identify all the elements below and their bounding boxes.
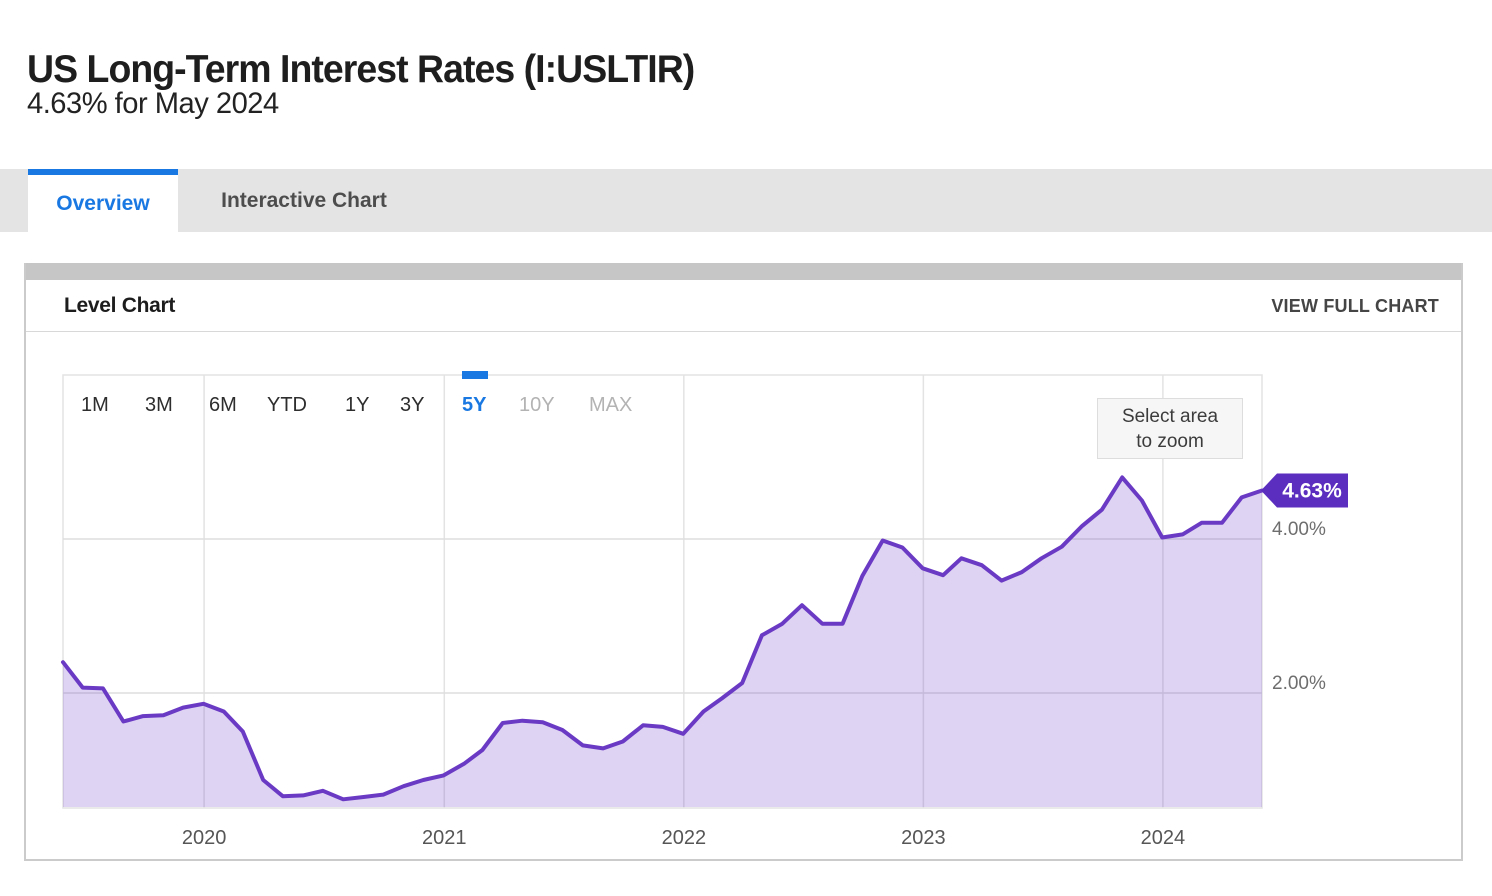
- tab-overview[interactable]: Overview: [28, 169, 178, 232]
- range-option-ytd[interactable]: YTD: [267, 394, 307, 416]
- range-option-max[interactable]: MAX: [589, 394, 633, 416]
- y-tick-label: 2.00%: [1272, 673, 1326, 694]
- zoom-hint-line2: to zoom: [1136, 431, 1204, 452]
- range-option-5y[interactable]: 5Y: [462, 394, 487, 416]
- tab-bar: Overview Interactive Chart: [0, 169, 1492, 232]
- y-tick-label: 4.00%: [1272, 519, 1326, 540]
- range-option-10y[interactable]: 10Y: [519, 394, 555, 416]
- range-selected-indicator: [462, 371, 488, 379]
- range-option-1m[interactable]: 1M: [81, 394, 109, 416]
- range-option-3y[interactable]: 3Y: [400, 394, 425, 416]
- range-option-3m[interactable]: 3M: [145, 394, 173, 416]
- zoom-hint: Select area to zoom: [1097, 398, 1243, 459]
- range-selector: 1M 3M 6M YTD 1Y 3Y 5Y 10Y MAX: [0, 394, 1492, 424]
- x-tick-label: 2022: [662, 827, 707, 849]
- tab-overview-label: Overview: [56, 191, 150, 215]
- x-tick-label: 2024: [1141, 827, 1186, 849]
- level-chart[interactable]: 2020 2021 2022 2023 2024 4.00% 2.00% 4.63%: [24, 334, 1463, 861]
- plot-border: [62, 374, 1263, 809]
- x-tick-label: 2023: [901, 827, 946, 849]
- series-line: [61, 475, 1264, 802]
- panel-header: Level Chart VIEW FULL CHART: [26, 280, 1461, 332]
- view-full-chart-link[interactable]: VIEW FULL CHART: [1271, 295, 1439, 316]
- x-tick-label: 2021: [422, 827, 467, 849]
- tab-interactive-chart-label: Interactive Chart: [221, 188, 387, 212]
- page-title: US Long-Term Interest Rates (I:USLTIR): [27, 48, 695, 92]
- tab-interactive-chart[interactable]: Interactive Chart: [178, 169, 430, 232]
- level-chart-panel: Level Chart VIEW FULL CHART: [24, 263, 1463, 861]
- zoom-hint-line1: Select area: [1121, 406, 1219, 427]
- current-value-badge-label: 4.63%: [1282, 479, 1342, 502]
- range-option-1y[interactable]: 1Y: [345, 394, 370, 416]
- range-option-6m[interactable]: 6M: [209, 394, 237, 416]
- panel-top-strip: [26, 263, 1461, 280]
- panel-title: Level Chart: [64, 294, 176, 317]
- page-subtitle: 4.63% for May 2024: [27, 87, 279, 120]
- current-value-badge: [1261, 473, 1348, 508]
- x-tick-label: 2020: [182, 827, 227, 849]
